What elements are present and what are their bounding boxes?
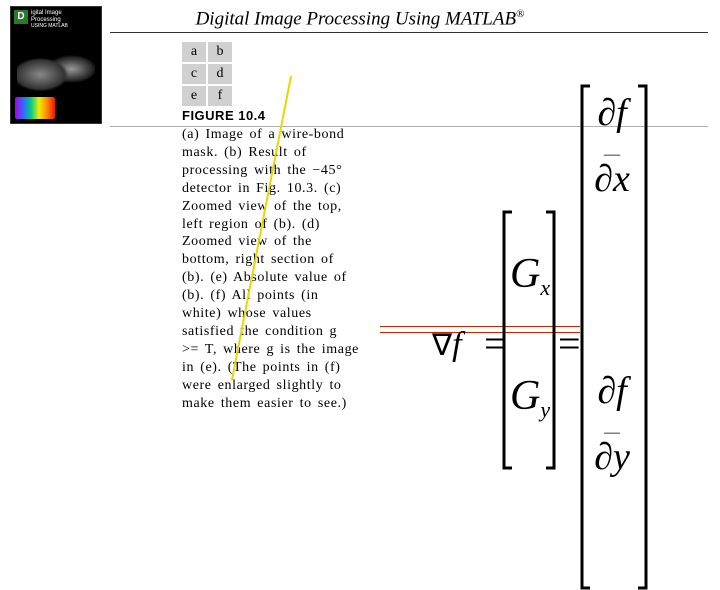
figure-label: FIGURE 10.4 — [182, 108, 266, 123]
partial-f-partial-x: ∂f — ∂x — [588, 94, 636, 198]
right-bracket-icon — [544, 210, 558, 470]
cover-rainbow-graphic — [15, 97, 55, 119]
book-cover-thumbnail: D igital Image Processing USING MATLAB — [10, 6, 102, 124]
Gy-component: Gy — [510, 372, 550, 423]
grid-cell: c — [182, 64, 206, 84]
grid-cell: f — [208, 86, 232, 106]
frac-denominator: ∂y — [588, 438, 636, 476]
frac-numerator: ∂f — [588, 372, 636, 410]
Gx-component: Gx — [510, 250, 550, 301]
subfigure-label-grid: a b c d e f — [182, 42, 232, 106]
frac-denominator: ∂x — [588, 160, 636, 198]
registered-mark: ® — [516, 8, 524, 20]
title-text: Digital Image Processing Using MATLAB — [196, 8, 517, 29]
header-title: Digital Image Processing Using MATLAB® — [0, 8, 720, 30]
grid-cell: a — [182, 42, 206, 62]
nabla-f: ∇f — [432, 326, 462, 364]
gradient-equation: ∇f = Gx Gy = ∂f — ∂x ∂f — ∂y — [430, 72, 710, 512]
grid-cell: b — [208, 42, 232, 62]
frac-numerator: ∂f — [588, 94, 636, 132]
partial-f-partial-y: ∂f — ∂y — [588, 372, 636, 476]
right-bracket-icon — [636, 84, 650, 590]
page-header: Digital Image Processing Using MATLAB® — [0, 8, 720, 38]
grid-cell: d — [208, 64, 232, 84]
grid-cell: e — [182, 86, 206, 106]
left-bracket-icon — [500, 210, 514, 470]
cover-wave-graphic — [17, 41, 95, 97]
cover-badge: D — [14, 10, 28, 24]
cover-title: igital Image Processing USING MATLAB — [31, 10, 68, 30]
header-rule-top — [110, 32, 708, 33]
